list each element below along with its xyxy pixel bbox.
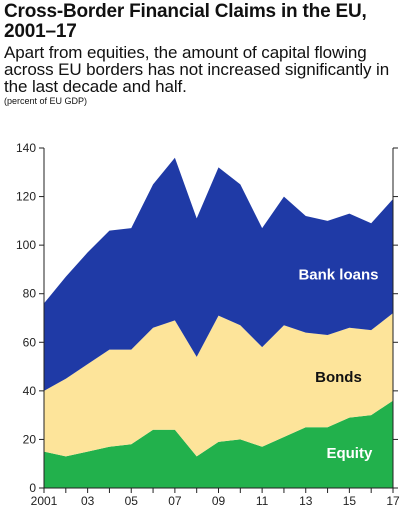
y-tick-label: 0 <box>29 481 36 495</box>
x-tick-label: 17 <box>386 494 400 508</box>
y-tick-label: 20 <box>23 432 37 446</box>
unit-note: (percent of EU GDP) <box>4 96 88 106</box>
x-tick-label: 07 <box>168 494 182 508</box>
series-label-equity: Equity <box>326 445 372 462</box>
x-tick-label: 05 <box>125 494 139 508</box>
y-tick-label: 80 <box>23 287 37 301</box>
chart-title: Cross-Border Financial Claims in the EU,… <box>4 1 367 42</box>
chart-subtitle: Apart from equities, the amount of capit… <box>4 43 390 96</box>
x-tick-label: 2001 <box>31 494 58 508</box>
area-equity <box>44 400 393 488</box>
x-tick-label: 15 <box>343 494 357 508</box>
x-axis-tick-labels: 2001 03 05 07 09 11 13 15 17 <box>31 494 400 508</box>
y-tick-label: 120 <box>16 190 36 204</box>
area-layers <box>44 157 393 488</box>
x-tick-label: 03 <box>81 494 95 508</box>
chart-header: Cross-Border Financial Claims in the EU,… <box>4 2 409 107</box>
series-labels: Equity Bonds Bank loans <box>298 266 378 462</box>
area-bonds <box>44 313 393 457</box>
y-tick-label: 140 <box>16 141 36 155</box>
y-tick-label: 40 <box>23 384 37 398</box>
area-bank-loans <box>44 157 393 391</box>
y-axis-tick-labels: 0 20 40 60 80 100 120 140 <box>16 141 36 495</box>
x-tick-label: 13 <box>299 494 313 508</box>
series-label-bank-loans: Bank loans <box>298 266 378 283</box>
y-tick-label: 60 <box>23 335 37 349</box>
y-tick-label: 100 <box>16 238 36 252</box>
chart-axes <box>39 147 398 493</box>
x-tick-label: 09 <box>212 494 226 508</box>
series-label-bonds: Bonds <box>315 369 362 386</box>
x-tick-label: 11 <box>256 494 269 508</box>
